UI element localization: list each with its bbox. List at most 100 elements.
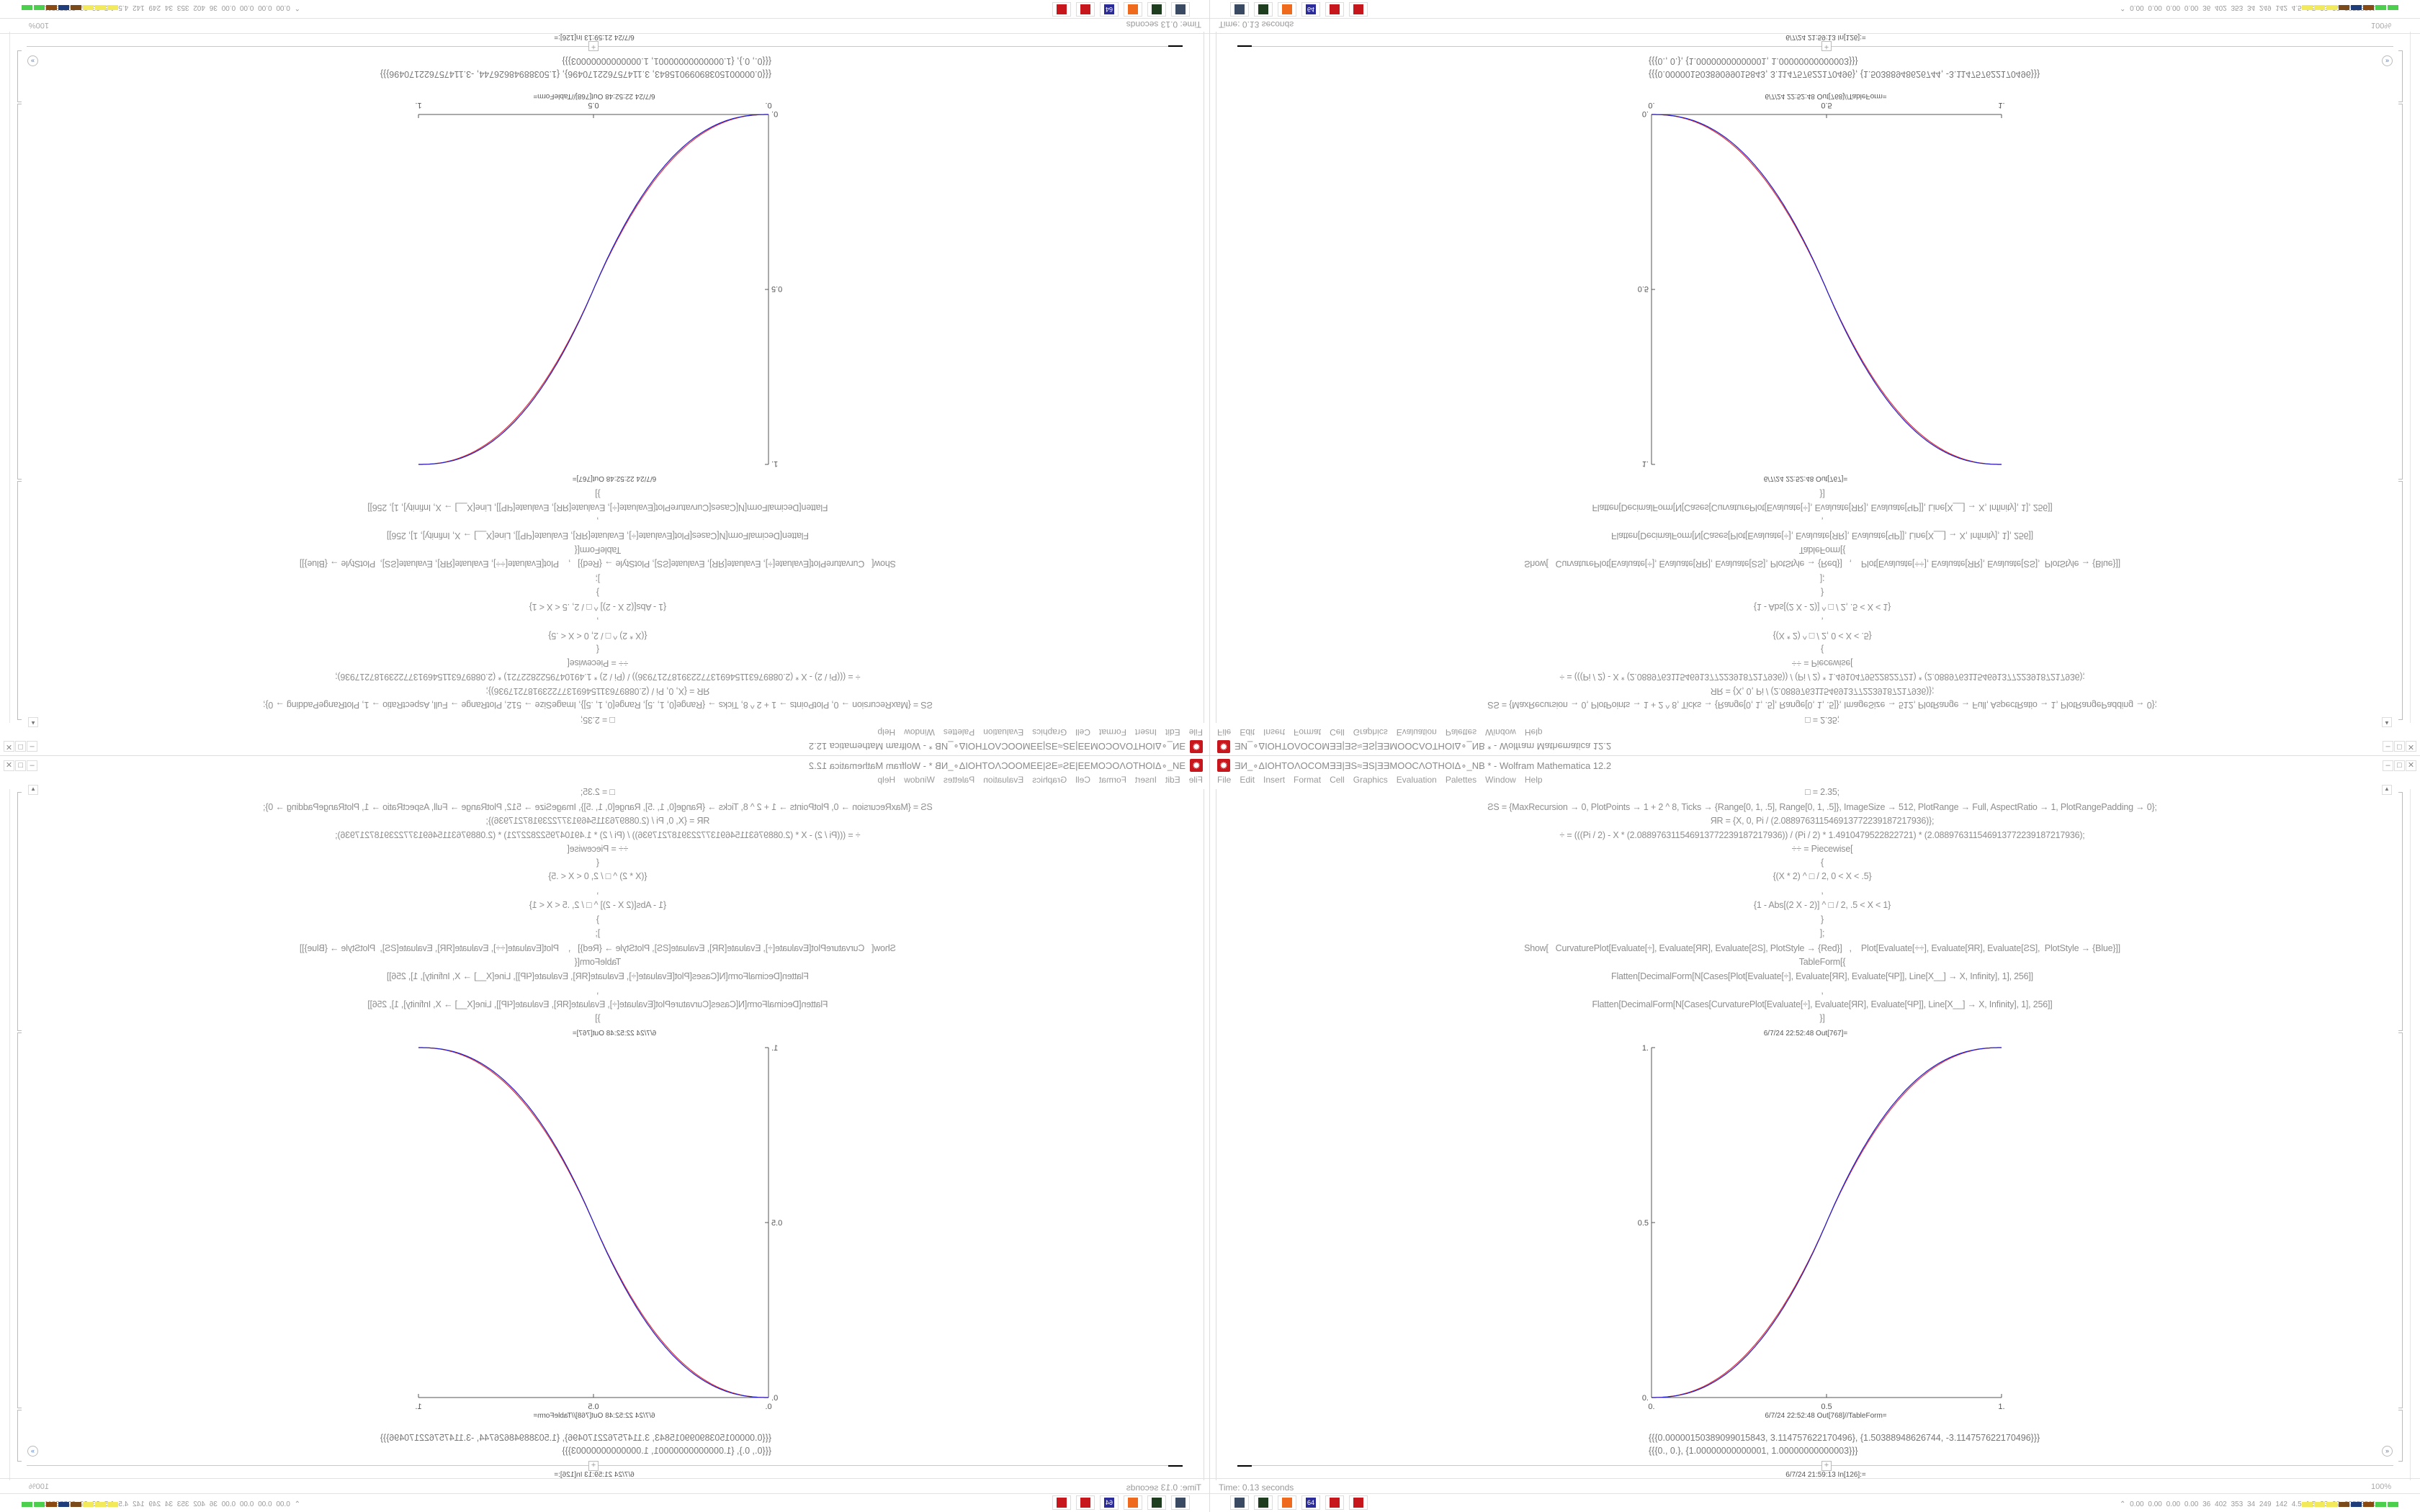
taskbar-button[interactable]: 64 [1301,1495,1320,1510]
add-cell-button[interactable]: + [1821,1461,1832,1471]
taskbar-button[interactable]: 64 [1100,1495,1119,1510]
add-cell-button[interactable]: + [588,1461,599,1471]
maximize-button[interactable]: □ [2394,741,2405,752]
menu-edit[interactable]: Edit [1240,727,1255,737]
menu-palettes[interactable]: Palettes [1445,727,1477,737]
cell-bracket[interactable] [17,1032,22,1408]
menu-insert[interactable]: Insert [1134,727,1157,737]
chevron-double-down-icon[interactable]: » [27,55,38,66]
cell-bracket[interactable] [2398,481,2403,720]
close-button[interactable]: ✕ [2406,760,2416,771]
menu-format[interactable]: Format [1294,775,1322,785]
chevron-double-down-icon[interactable]: » [2382,55,2393,66]
menu-window[interactable]: Window [1485,727,1516,737]
menu-format[interactable]: Format [1294,727,1322,737]
menu-format[interactable]: Format [1098,727,1126,737]
horizontal-scroll-thumb[interactable] [1168,1465,1183,1467]
menu-file[interactable]: File [1217,775,1232,785]
menu-cell[interactable]: Cell [1075,775,1090,785]
taskbar-button[interactable] [1171,2,1190,17]
menu-edit[interactable]: Edit [1165,727,1180,737]
taskbar-button[interactable] [1124,2,1142,17]
horizontal-scroll-thumb[interactable] [1237,1465,1252,1467]
scroll-up-icon[interactable]: ▲ [28,717,38,727]
vertical-scrollbar[interactable] [9,789,10,1480]
taskbar-button[interactable] [1052,1495,1071,1510]
cell-bracket[interactable] [2398,50,2403,102]
menu-graphics[interactable]: Graphics [1032,727,1067,737]
plot-graphic[interactable]: 0.0. 0.5 0.5 1. 1. [1635,1040,2017,1422]
cell-bracket[interactable] [2398,1410,2403,1462]
cell-bracket[interactable] [2398,1032,2403,1408]
taskbar-button[interactable] [1325,1495,1344,1510]
taskbar-button[interactable] [1171,1495,1190,1510]
menu-graphics[interactable]: Graphics [1353,775,1388,785]
menu-window[interactable]: Window [904,727,935,737]
cell-bracket[interactable] [17,104,22,480]
menu-cell[interactable]: Cell [1330,727,1345,737]
scroll-up-icon[interactable]: ▲ [28,785,38,795]
cell-bracket[interactable] [17,792,22,1031]
menu-cell[interactable]: Cell [1075,727,1090,737]
menu-insert[interactable]: Insert [1134,775,1157,785]
maximize-button[interactable]: □ [15,760,26,771]
menu-palettes[interactable]: Palettes [1445,775,1477,785]
menu-graphics[interactable]: Graphics [1353,727,1388,737]
menu-insert[interactable]: Insert [1263,727,1286,737]
menu-graphics[interactable]: Graphics [1032,775,1067,785]
menu-palettes[interactable]: Palettes [943,727,975,737]
maximize-button[interactable]: □ [2394,760,2405,771]
add-cell-button[interactable]: + [588,41,599,51]
taskbar-button[interactable] [1349,1495,1368,1510]
menu-evaluation[interactable]: Evaluation [983,727,1024,737]
menu-evaluation[interactable]: Evaluation [1396,775,1437,785]
taskbar-button[interactable] [1254,2,1273,17]
taskbar-button[interactable] [1124,1495,1142,1510]
menu-help[interactable]: Help [1524,775,1543,785]
menu-edit[interactable]: Edit [1240,775,1255,785]
menu-format[interactable]: Format [1098,775,1126,785]
minimize-button[interactable]: – [27,760,37,771]
zoom-level[interactable]: 100% [28,1482,49,1491]
menu-edit[interactable]: Edit [1165,775,1180,785]
menu-help[interactable]: Help [1524,727,1543,737]
vertical-scrollbar[interactable] [2410,32,2411,723]
taskbar-button[interactable]: 64 [1100,2,1119,17]
plot-graphic[interactable]: 0.0. 0.5 0.5 1. 1. [403,1040,785,1422]
taskbar-button[interactable] [1147,1495,1166,1510]
menu-file[interactable]: File [1217,727,1232,737]
menu-evaluation[interactable]: Evaluation [1396,727,1437,737]
vertical-scrollbar[interactable] [9,32,10,723]
vertical-scrollbar[interactable] [2410,789,2411,1480]
horizontal-scroll-thumb[interactable] [1237,45,1252,47]
menu-palettes[interactable]: Palettes [943,775,975,785]
taskbar-button[interactable] [1278,2,1296,17]
menu-window[interactable]: Window [1485,775,1516,785]
menu-help[interactable]: Help [877,727,896,737]
taskbar-button[interactable]: 64 [1301,2,1320,17]
taskbar-button[interactable] [1147,2,1166,17]
cell-bracket[interactable] [2398,792,2403,1031]
cell-bracket[interactable] [17,50,22,102]
menu-window[interactable]: Window [904,775,935,785]
menu-cell[interactable]: Cell [1330,775,1345,785]
taskbar-button[interactable] [1230,1495,1249,1510]
taskbar-button[interactable] [1325,2,1344,17]
menu-file[interactable]: File [1188,727,1203,737]
taskbar-button[interactable] [1230,2,1249,17]
minimize-button[interactable]: – [2383,741,2393,752]
menu-help[interactable]: Help [877,775,896,785]
taskbar-button[interactable] [1349,2,1368,17]
horizontal-scroll-thumb[interactable] [1168,45,1183,47]
scroll-up-icon[interactable]: ▲ [2382,717,2392,727]
plot-graphic[interactable]: 0.0. 0.5 0.5 1. 1. [403,90,785,472]
taskbar-button[interactable] [1052,2,1071,17]
minimize-button[interactable]: – [2383,760,2393,771]
add-cell-button[interactable]: + [1821,41,1832,51]
taskbar-button[interactable] [1254,1495,1273,1510]
plot-graphic[interactable]: 0.0. 0.5 0.5 1. 1. [1635,90,2017,472]
menu-evaluation[interactable]: Evaluation [983,775,1024,785]
taskbar-button[interactable] [1076,2,1095,17]
close-button[interactable]: ✕ [2406,741,2416,752]
zoom-level[interactable]: 100% [2371,1482,2392,1491]
